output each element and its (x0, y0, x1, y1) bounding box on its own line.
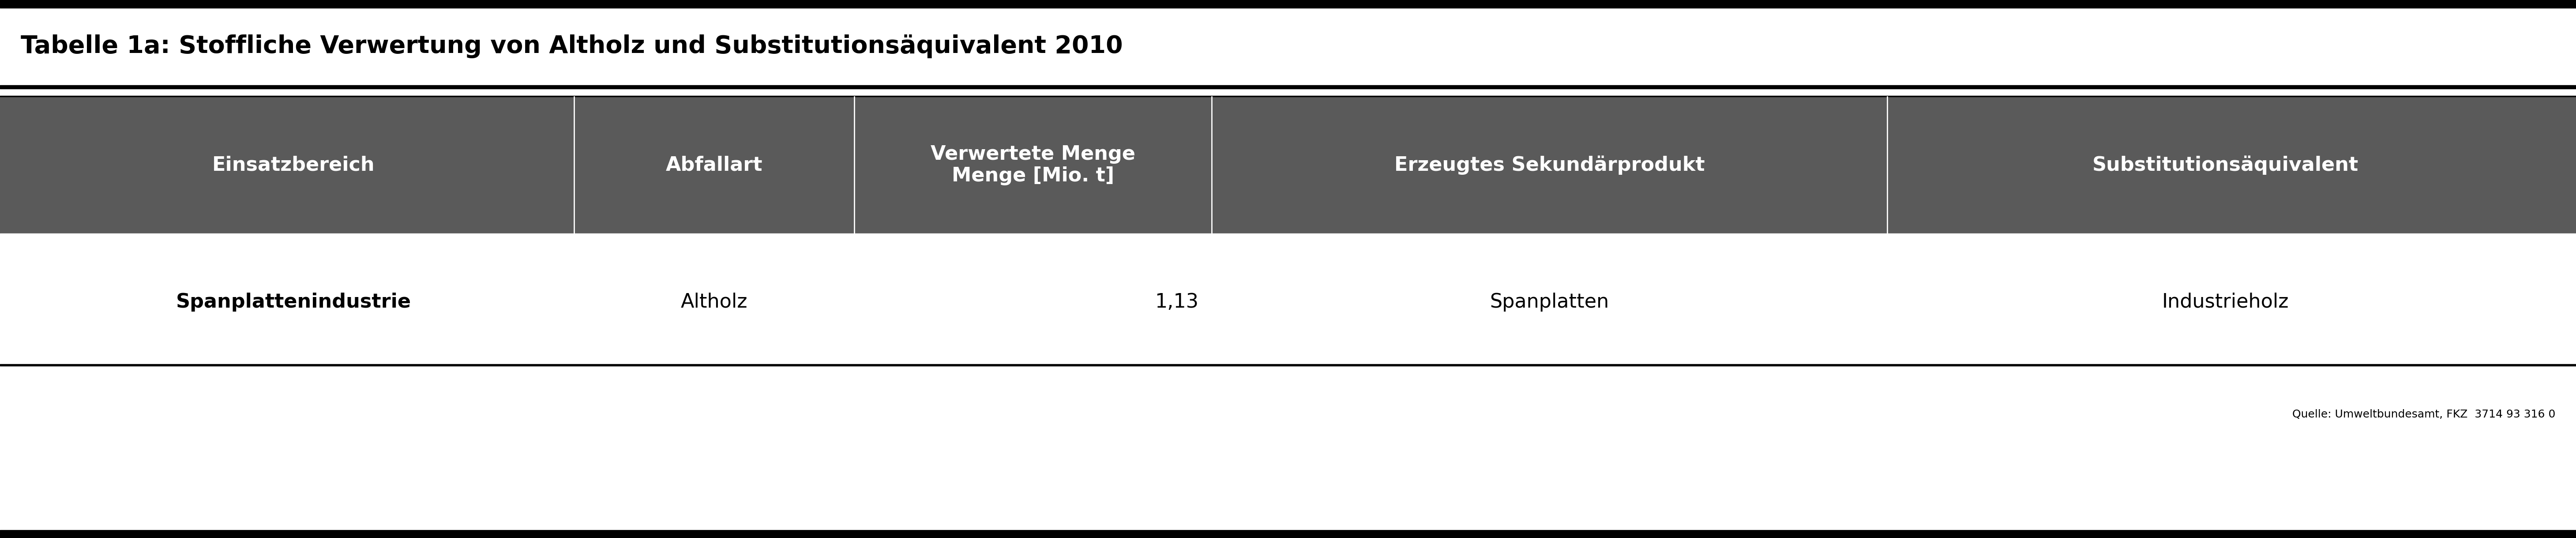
Bar (0, 97, 2576, 233)
Text: 1,13: 1,13 (1154, 292, 1198, 312)
Bar (0, 89, 2576, 97)
Text: Tabelle 1a: Stoffliche Verwertung von Altholz und Substitutionsäquivalent 2010: Tabelle 1a: Stoffliche Verwertung von Al… (21, 34, 1123, 59)
Text: Substitutionsäquivalent: Substitutionsäquivalent (2092, 155, 2357, 175)
Text: Quelle: Umweltbundesamt, FKZ  3714 93 316 0: Quelle: Umweltbundesamt, FKZ 3714 93 316… (2293, 409, 2555, 420)
Bar (0, 233, 2576, 238)
Text: Spanplatten: Spanplatten (1489, 292, 1610, 312)
Bar (0, 96, 2576, 97)
Text: Einsatzbereich: Einsatzbereich (211, 155, 374, 174)
Bar (0, 8, 2576, 85)
Bar (0, 364, 2576, 366)
Bar (0, 238, 2576, 366)
Text: Altholz: Altholz (680, 292, 747, 312)
Bar (0, 366, 2576, 397)
Bar (0, 530, 2576, 538)
Text: Erzeugtes Sekundärprodukt: Erzeugtes Sekundärprodukt (1394, 155, 1705, 175)
Text: Abfallart: Abfallart (665, 155, 762, 174)
Text: Spanplattenindustrie: Spanplattenindustrie (175, 292, 412, 312)
Bar (0, 85, 2576, 89)
Text: Verwertete Menge
Menge [Mio. t]: Verwertete Menge Menge [Mio. t] (930, 145, 1136, 186)
Bar (0, 0, 2576, 8)
Text: Industrieholz: Industrieholz (2161, 292, 2287, 312)
